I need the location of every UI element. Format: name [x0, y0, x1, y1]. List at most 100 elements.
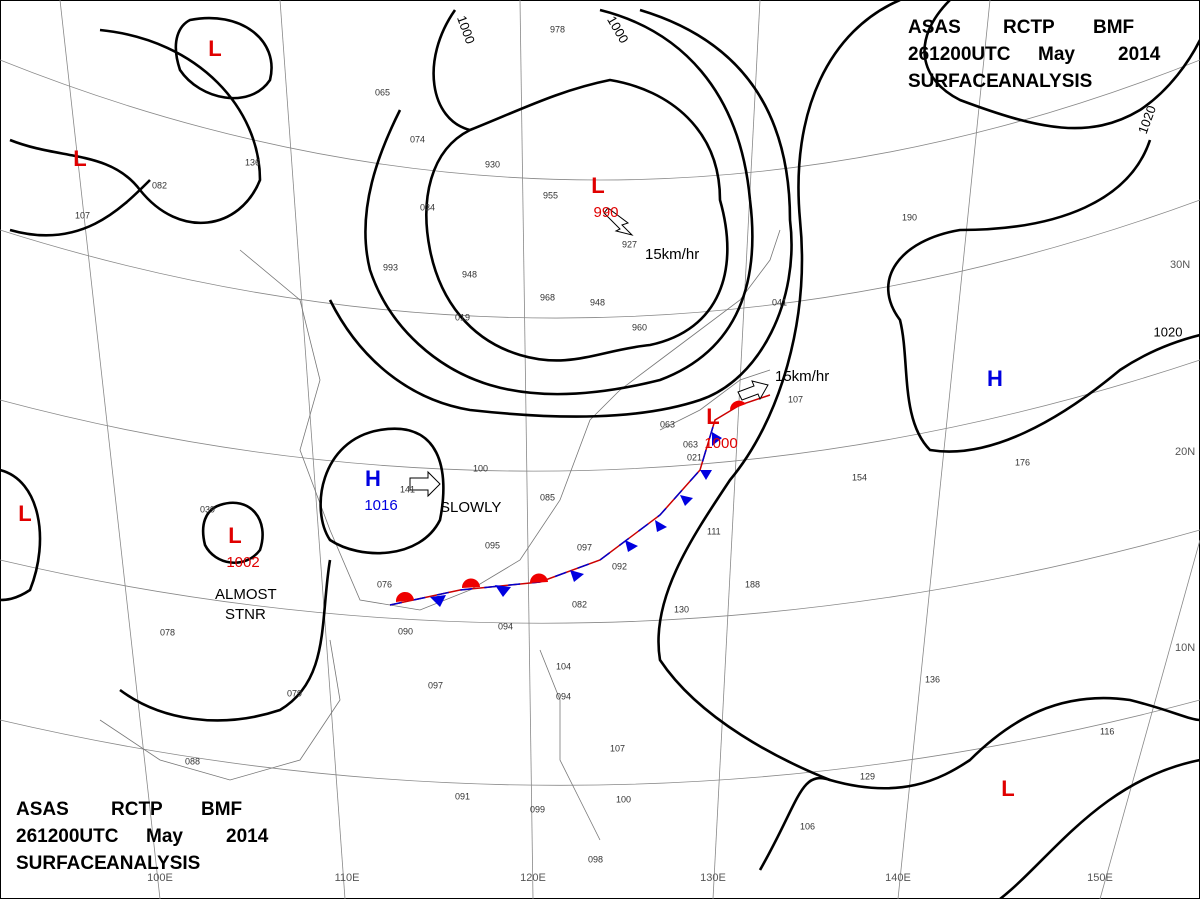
- pressure-symbol: L: [591, 173, 604, 198]
- station-pressure: 021: [687, 452, 702, 462]
- station-pressure: 100: [616, 794, 631, 804]
- station-pressure: 063: [660, 419, 675, 429]
- header-text: SURFACE: [16, 853, 107, 874]
- header-text: 2014: [1118, 44, 1161, 65]
- annotation: 15km/hr: [645, 246, 699, 263]
- station-pressure: 993: [383, 262, 398, 272]
- station-pressure: 141: [400, 484, 415, 494]
- station-pressure: 094: [498, 621, 513, 631]
- station-pressure: 019: [455, 312, 470, 322]
- header-text: ANALYSIS: [998, 71, 1092, 92]
- station-pressure: 968: [540, 292, 555, 302]
- latitude-label: 30N: [1170, 259, 1190, 271]
- station-pressure: 094: [556, 691, 571, 701]
- station-pressure: 099: [530, 804, 545, 814]
- header-text: RCTP: [111, 799, 163, 820]
- header-text: ASAS: [908, 17, 961, 38]
- station-pressure: 176: [1015, 457, 1030, 467]
- pressure-value: 1016: [364, 497, 397, 514]
- station-pressure: 136: [245, 157, 260, 167]
- station-pressure: 063: [683, 439, 698, 449]
- station-pressure: 079: [287, 688, 302, 698]
- station-pressure: 085: [540, 492, 555, 502]
- station-pressure: 107: [75, 210, 90, 220]
- header-text: BMF: [1093, 17, 1134, 38]
- pressure-symbol: L: [228, 523, 241, 548]
- station-pressure: 076: [377, 579, 392, 589]
- station-pressure: 116: [1100, 726, 1114, 736]
- annotation: STNR: [225, 606, 266, 623]
- station-pressure: 039: [200, 504, 215, 514]
- station-pressure: 106: [800, 821, 815, 831]
- station-pressure: 130: [674, 604, 689, 614]
- station-pressure: 092: [612, 561, 627, 571]
- header-text: RCTP: [1003, 17, 1055, 38]
- header-text: SURFACE: [908, 71, 999, 92]
- header-text: ASAS: [16, 799, 69, 820]
- longitude-label: 120E: [520, 872, 546, 884]
- header-text: 261200UTC: [908, 44, 1011, 65]
- pressure-symbol: L: [706, 404, 719, 429]
- station-pressure: 188: [745, 579, 760, 589]
- annotation: ALMOST: [215, 586, 277, 603]
- longitude-label: 150E: [1087, 872, 1113, 884]
- latitude-label: 20N: [1175, 446, 1195, 458]
- station-pressure: 948: [590, 297, 605, 307]
- station-pressure: 955: [543, 190, 558, 200]
- pressure-symbol: L: [1001, 776, 1014, 801]
- station-pressure: 978: [550, 24, 565, 34]
- station-pressure: 190: [902, 212, 917, 222]
- latitude-label: 10N: [1175, 642, 1195, 654]
- longitude-label: 110E: [335, 872, 360, 884]
- station-pressure: 927: [622, 239, 637, 249]
- station-pressure: 074: [410, 134, 425, 144]
- pressure-symbol: L: [73, 146, 86, 171]
- pressure-symbol: L: [208, 36, 221, 61]
- annotation: SLOWLY: [440, 499, 501, 516]
- movement-arrows: [409, 207, 769, 498]
- station-pressure: 034: [420, 202, 435, 212]
- station-pressure: 090: [398, 626, 413, 636]
- station-pressure: 041: [772, 297, 787, 307]
- station-pressure: 095: [485, 540, 500, 550]
- pressure-symbol: H: [365, 466, 381, 491]
- station-pressure: 091: [455, 791, 470, 801]
- station-pressure: 078: [160, 627, 175, 637]
- station-pressure: 097: [577, 542, 592, 552]
- station-pressure: 065: [375, 87, 390, 97]
- station-pressure: 154: [852, 472, 867, 482]
- station-pressure: 100: [473, 463, 488, 473]
- longitude-label: 140E: [885, 872, 911, 884]
- station-pressure: 082: [572, 599, 587, 609]
- pressure-value: 1002: [226, 554, 259, 571]
- station-pressure: 930: [485, 159, 500, 169]
- header-text: ANALYSIS: [106, 853, 200, 874]
- annotation: 15km/hr: [775, 368, 829, 385]
- station-pressure: 960: [632, 322, 647, 332]
- station-pressure: 136: [925, 674, 940, 684]
- station-pressure: 129: [860, 771, 875, 781]
- pressure-value: 990: [593, 204, 618, 221]
- isobar-label: 1020: [1154, 324, 1183, 339]
- station-pressure: 098: [588, 854, 603, 864]
- pressure-symbol: L: [18, 501, 31, 526]
- station-pressure: 088: [185, 756, 200, 766]
- longitude-label: 130E: [700, 872, 726, 884]
- station-pressure: 948: [462, 269, 477, 279]
- station-pressure: 107: [788, 394, 803, 404]
- station-pressure: 104: [556, 661, 571, 671]
- pressure-symbol: H: [987, 366, 1003, 391]
- front: [389, 394, 771, 607]
- longitude-label: 100E: [147, 872, 173, 884]
- pressure-value: 1000: [704, 435, 737, 452]
- station-pressure: 097: [428, 680, 443, 690]
- header-text: 2014: [226, 826, 269, 847]
- header-text: May: [1038, 44, 1075, 65]
- station-pressure: 107: [610, 743, 625, 753]
- coastlines: [99, 229, 781, 841]
- station-pressure: 082: [152, 180, 167, 190]
